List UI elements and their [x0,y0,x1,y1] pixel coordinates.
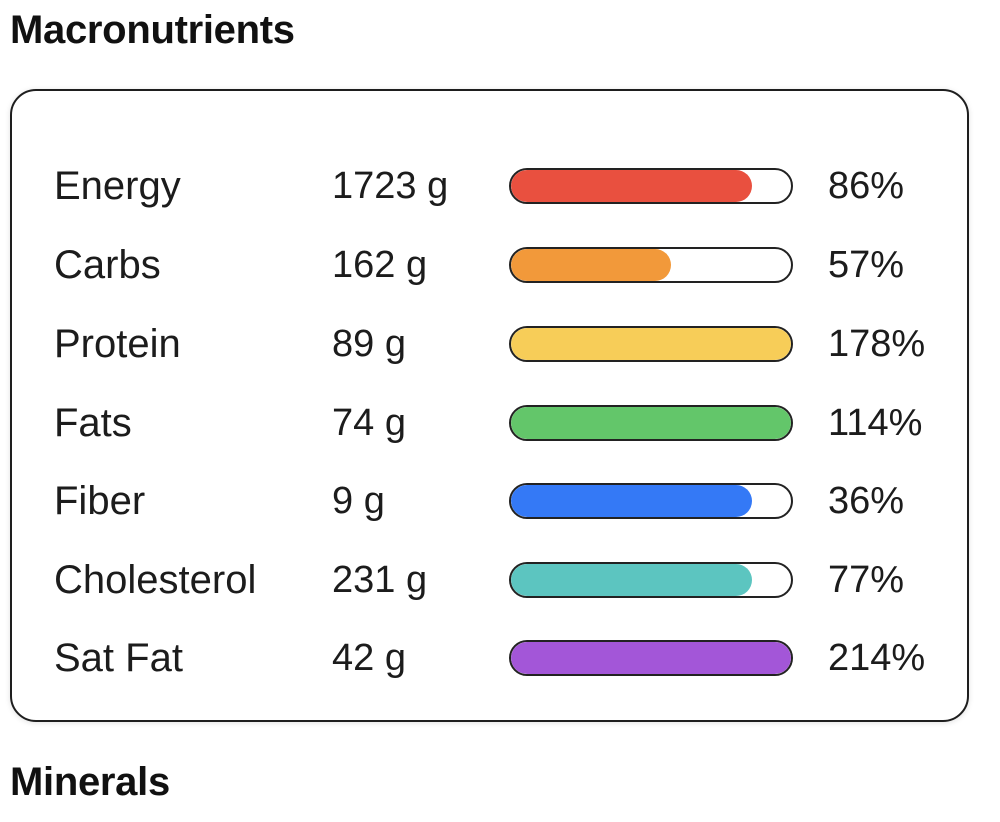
macro-amount: 162 g [332,244,428,286]
macro-percent: 77% [828,559,905,601]
macro-progress-bar [509,247,793,283]
macro-percent: 36% [828,480,905,522]
macro-progress-bar [509,640,793,676]
minerals-heading: Minerals [10,760,170,804]
macro-amount: 9 g [332,480,385,522]
macro-percent: 178% [828,323,926,365]
macro-progress-bar [509,483,793,519]
macro-amount: 231 g [332,559,428,601]
macro-label: Carbs [54,243,161,287]
macronutrients-heading: Macronutrients [10,8,295,52]
macro-progress-fill [511,642,791,674]
macro-progress-fill [511,328,791,360]
macro-progress-bar [509,405,793,441]
macro-label: Fiber [54,479,146,523]
macro-label: Sat Fat [54,636,183,680]
macro-row-carbs: Carbs 162 g 57% [12,235,967,295]
macro-label: Cholesterol [54,558,257,602]
macro-label: Fats [54,401,132,445]
macro-progress-fill [511,564,752,596]
macro-progress-fill [511,485,752,517]
macro-row-protein: Protein 89 g 178% [12,314,967,374]
macro-label: Energy [54,164,181,208]
macro-progress-fill [511,249,671,281]
macro-row-energy: Energy 1723 g 86% [12,156,967,216]
macro-amount: 1723 g [332,165,449,207]
macro-percent: 86% [828,165,905,207]
macro-row-fats: Fats 74 g 114% [12,393,967,453]
macro-row-sat-fat: Sat Fat 42 g 214% [12,628,967,688]
macro-progress-bar [509,168,793,204]
macro-amount: 89 g [332,323,406,365]
macro-label: Protein [54,322,181,366]
macro-progress-fill [511,170,752,202]
macro-amount: 42 g [332,637,406,679]
macro-amount: 74 g [332,402,406,444]
macro-progress-bar [509,326,793,362]
macro-progress-fill [511,407,791,439]
macro-percent: 57% [828,244,905,286]
macro-row-cholesterol: Cholesterol 231 g 77% [12,550,967,610]
macro-percent: 214% [828,637,926,679]
macro-percent: 114% [828,402,923,444]
macro-row-fiber: Fiber 9 g 36% [12,471,967,531]
macronutrients-card: Energy 1723 g 86% Carbs 162 g 57% Protei… [10,89,969,722]
macro-progress-bar [509,562,793,598]
